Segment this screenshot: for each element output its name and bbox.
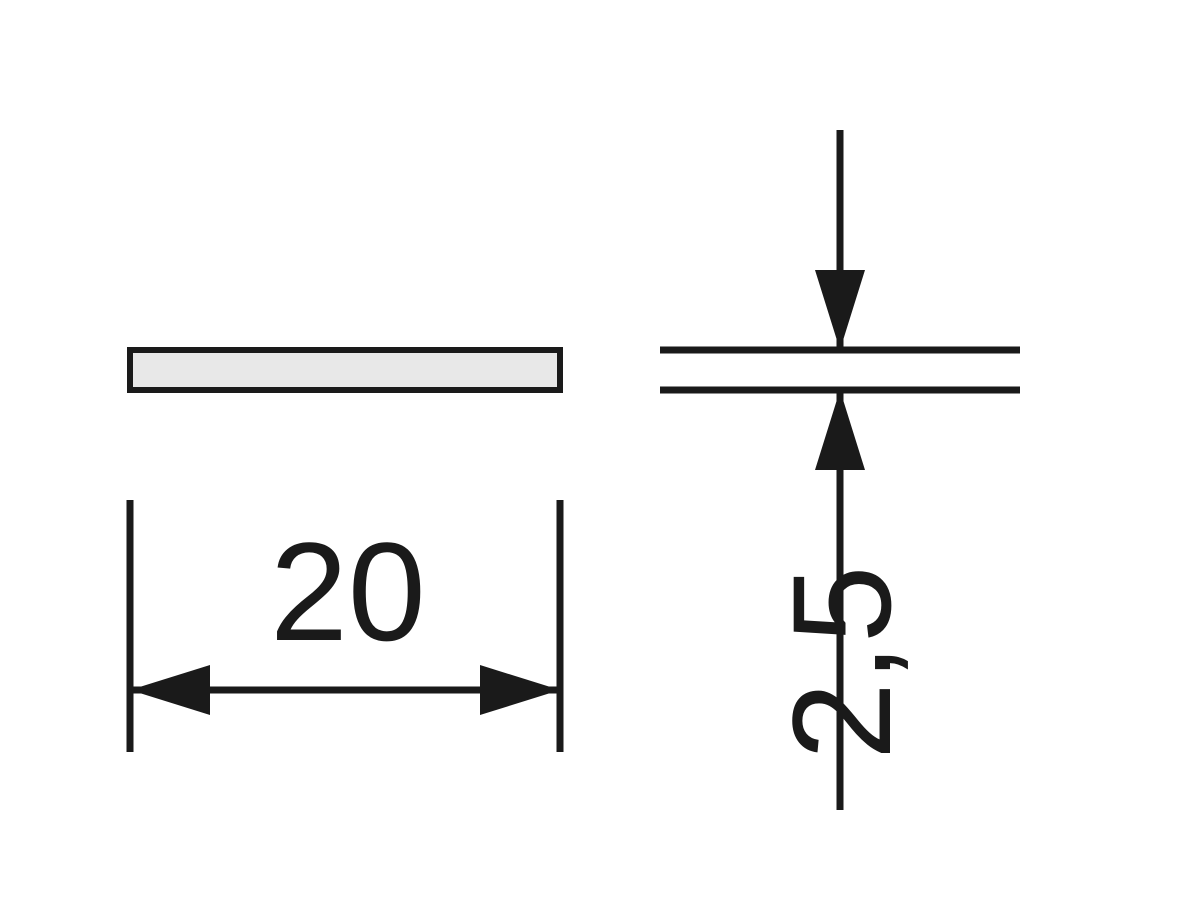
drawing-svg: 20 2,5 [0,0,1200,900]
technical-drawing: 20 2,5 [0,0,1200,900]
width-arrow-left [130,665,210,715]
width-dim-label: 20 [270,513,426,670]
part-section [130,350,560,390]
width-arrow-right [480,665,560,715]
height-dim-label: 2,5 [763,565,920,760]
height-arrow-bottom [815,390,865,470]
height-arrow-top [815,270,865,350]
